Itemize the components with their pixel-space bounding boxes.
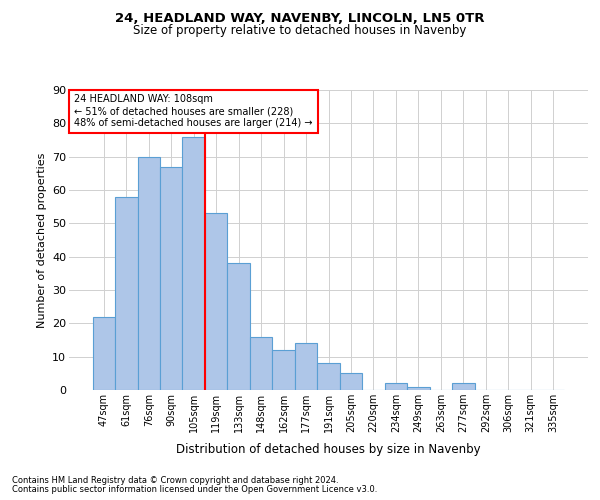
Bar xyxy=(272,350,295,390)
Bar xyxy=(250,336,272,390)
Text: 24, HEADLAND WAY, NAVENBY, LINCOLN, LN5 0TR: 24, HEADLAND WAY, NAVENBY, LINCOLN, LN5 … xyxy=(115,12,485,26)
Bar xyxy=(385,384,407,390)
Bar xyxy=(340,374,362,390)
Bar xyxy=(160,166,182,390)
Bar xyxy=(115,196,137,390)
Y-axis label: Number of detached properties: Number of detached properties xyxy=(37,152,47,328)
Text: Distribution of detached houses by size in Navenby: Distribution of detached houses by size … xyxy=(176,442,481,456)
Bar xyxy=(227,264,250,390)
Text: 24 HEADLAND WAY: 108sqm
← 51% of detached houses are smaller (228)
48% of semi-d: 24 HEADLAND WAY: 108sqm ← 51% of detache… xyxy=(74,94,313,128)
Bar xyxy=(92,316,115,390)
Bar xyxy=(295,344,317,390)
Bar xyxy=(452,384,475,390)
Bar xyxy=(205,214,227,390)
Bar xyxy=(407,386,430,390)
Text: Contains HM Land Registry data © Crown copyright and database right 2024.: Contains HM Land Registry data © Crown c… xyxy=(12,476,338,485)
Text: Size of property relative to detached houses in Navenby: Size of property relative to detached ho… xyxy=(133,24,467,37)
Bar xyxy=(137,156,160,390)
Bar xyxy=(317,364,340,390)
Text: Contains public sector information licensed under the Open Government Licence v3: Contains public sector information licen… xyxy=(12,485,377,494)
Bar xyxy=(182,136,205,390)
